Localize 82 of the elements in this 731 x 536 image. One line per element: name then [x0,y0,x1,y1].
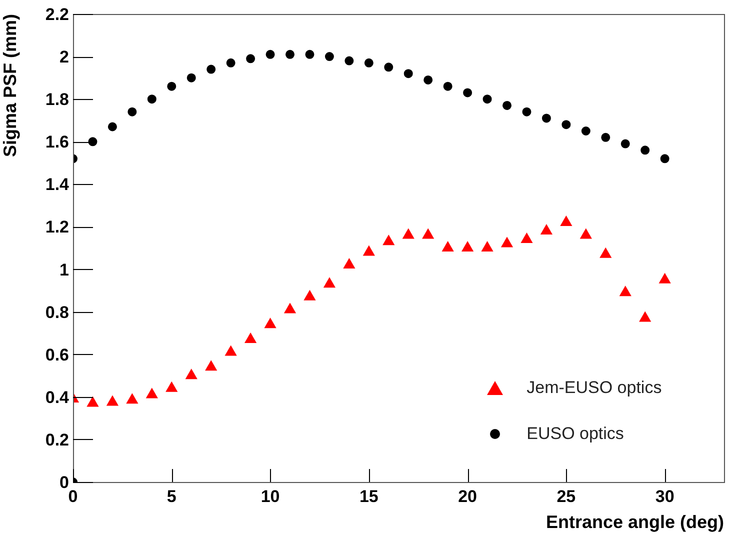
y-tick-label: 1 [60,260,69,280]
point [404,69,413,78]
point [166,382,178,392]
y-tick-label: 0 [60,473,69,492]
point [186,369,198,380]
point [639,312,651,322]
x-axis-title: Entrance angle (deg) [546,512,724,532]
point [522,107,532,116]
point [502,100,512,110]
point [146,388,158,398]
y-tick-label: 0.6 [45,345,69,364]
point [304,290,316,300]
y-tick-label: 2.2 [45,5,69,24]
point [600,248,612,258]
point [226,58,236,68]
point [167,82,176,91]
y-tick-label: 1.6 [45,132,69,152]
point [560,216,572,226]
point [284,303,296,314]
point [540,224,552,234]
point [364,58,374,68]
point [87,396,98,407]
point [482,94,492,104]
point [501,237,513,248]
point [620,139,630,148]
point [244,332,256,343]
x-tick-label: 25 [556,487,576,506]
point [601,132,610,142]
point [147,94,156,104]
point [264,318,276,328]
point [88,137,98,146]
point [482,242,493,252]
point [580,228,592,239]
point [660,154,670,164]
point [422,228,434,239]
y-tick-label: 1.4 [45,175,70,194]
point [443,82,452,91]
point [126,394,138,404]
point [521,232,532,243]
point [442,242,454,252]
point [108,122,117,132]
y-tick-label: 0.4 [45,388,70,407]
point [620,286,632,296]
point [463,88,472,98]
point [266,50,275,59]
point [343,258,355,269]
x-tick-label: 15 [359,487,378,506]
point [640,146,650,155]
point [542,114,551,123]
point [402,228,414,239]
point [206,64,216,74]
point [186,73,196,82]
point [659,273,671,284]
point [225,346,237,356]
point [128,107,137,116]
point [363,246,375,256]
point [382,235,394,246]
x-tick-label: 10 [260,487,280,506]
point [286,50,294,59]
y-tick-label: 0.8 [45,302,69,322]
point [424,75,433,84]
x-tick-label: 5 [166,487,176,506]
x-tick-label: 20 [458,487,478,506]
y-tick-label: 1.8 [45,90,69,110]
x-tick-label: 30 [655,487,674,506]
point [324,278,336,288]
y-axis-title: Sigma PSF (mm) [0,14,20,158]
point [384,62,394,72]
y-tick-label: 2 [60,48,69,67]
point [562,120,571,130]
legend-label: Jem-EUSO optics [526,378,662,398]
point [205,360,217,371]
point [324,52,334,62]
y-tick-label: 1.2 [45,218,69,237]
point [305,50,314,59]
point [581,126,590,136]
point [462,242,474,252]
legend-label: EUSO optics [526,424,624,444]
y-tick-label: 0.2 [45,430,69,450]
point [344,56,354,66]
point [246,54,256,64]
point [106,396,118,406]
